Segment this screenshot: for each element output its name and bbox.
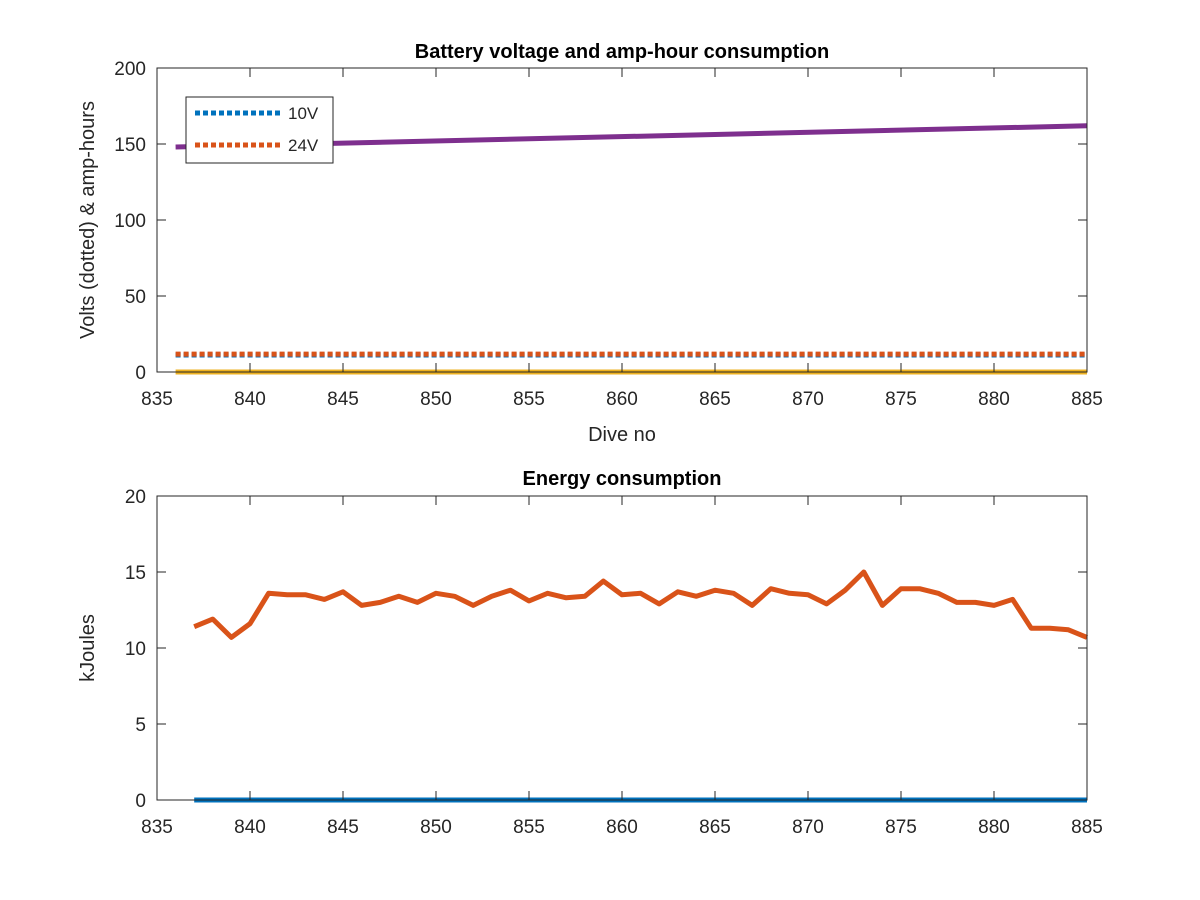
y-tick-label: 0 [135,363,146,384]
y-tick-label: 5 [135,715,146,736]
voltage-chart-ticks: 835 840 845 850 855 860 865 870 875 880 885 0 50 100 1… [114,59,1103,410]
x-tick-label: 835 [141,817,173,838]
x-tick-label: 860 [606,817,638,838]
x-tick-label: 880 [978,817,1010,838]
x-tick-label: 870 [792,817,824,838]
x-tick-label: 885 [1071,817,1103,838]
x-tick-label: 845 [327,817,359,838]
y-tick-label: 20 [125,487,146,508]
voltage-amphour-axes: Battery voltage and amp-hour consumption… [77,41,1103,446]
y-tick-label: 150 [114,135,146,156]
voltage-chart-title: Battery voltage and amp-hour consumption [415,41,829,63]
x-tick-label: 850 [420,817,452,838]
energy-chart-ticks: 835 840 845 850 855 860 865 870 875 880 885 0 5 10 15 2… [125,487,1103,838]
x-tick-label: 885 [1071,389,1103,410]
legend-10v-label: 10V [288,104,319,123]
y-tick-label: 15 [125,563,146,584]
voltage-chart-y-axis-label: Volts (dotted) & amp-hours [77,101,99,339]
energy-axes: Energy consumption kJoules 835 840 845 850 8… [77,468,1103,838]
voltage-chart-legend: 10V 24V [185,96,334,164]
energy-chart-y-axis-label: kJoules [77,614,99,682]
x-tick-label: 870 [792,389,824,410]
energy-series-line-1 [193,569,1088,640]
x-tick-label: 855 [513,817,545,838]
x-tick-label: 840 [234,817,266,838]
legend-24v-label: 24V [288,136,319,155]
x-tick-label: 850 [420,389,452,410]
x-tick-label: 855 [513,389,545,410]
x-tick-label: 865 [699,817,731,838]
y-tick-label: 50 [125,287,146,308]
x-tick-label: 845 [327,389,359,410]
energy-chart-title: Energy consumption [523,468,722,490]
y-tick-label: 100 [114,211,146,232]
x-tick-label: 860 [606,389,638,410]
x-tick-label: 835 [141,389,173,410]
x-tick-label: 865 [699,389,731,410]
legend-box [185,96,334,164]
y-tick-label: 10 [125,639,146,660]
x-tick-label: 875 [885,389,917,410]
y-tick-label: 0 [135,791,146,812]
voltage-chart-x-axis-label: Dive no [588,424,656,446]
x-tick-label: 880 [978,389,1010,410]
y-tick-label: 200 [114,59,146,80]
x-tick-label: 875 [885,817,917,838]
x-tick-label: 840 [234,389,266,410]
